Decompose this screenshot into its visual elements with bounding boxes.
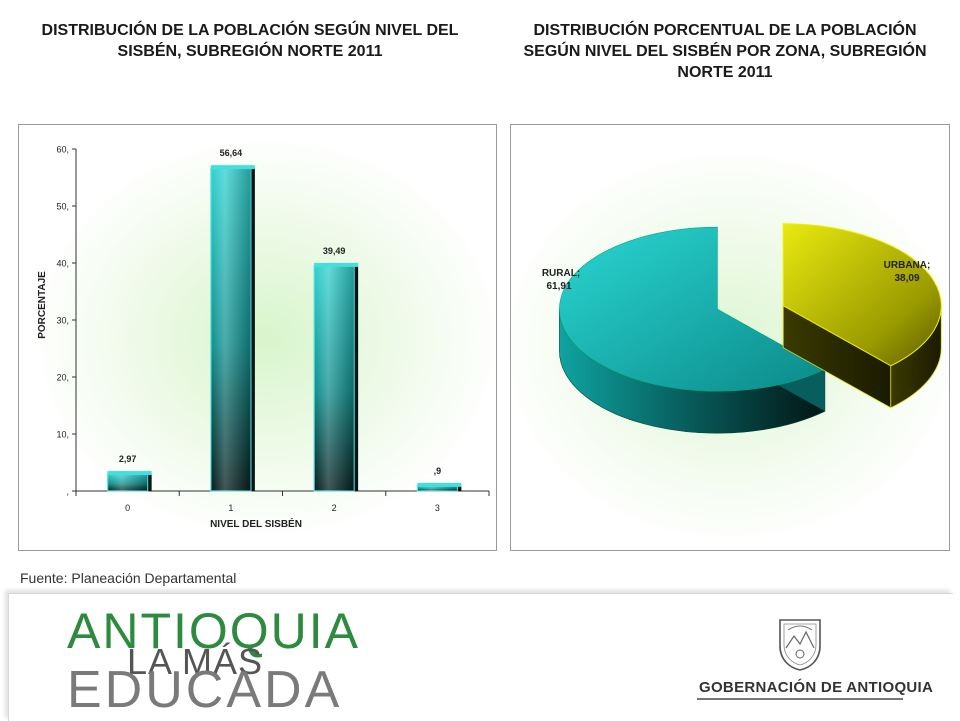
y-tick-label: 50,: [56, 202, 69, 212]
pie-chart-title: DISTRIBUCIÓN PORCENTUAL DE LA POBLACIÓN …: [523, 22, 927, 81]
y-tick-label: 40,: [56, 259, 69, 269]
y-tick-label: 30,: [56, 316, 69, 326]
bar-0: 2,97: [107, 454, 152, 492]
coat-of-arms-icon: [779, 619, 821, 671]
logo-text-la-mas: LA MÁS: [127, 641, 264, 682]
footer-banner: ANTIOQUIA LA MÁS EDUCADA GOBERNACIÓN DE …: [8, 593, 953, 721]
bar-top: [210, 165, 255, 170]
bar-2: 39,49: [313, 246, 359, 492]
x-tick-label: 2: [332, 503, 337, 513]
pie-slice-rural-top: [559, 226, 826, 392]
bar-chart: , 10, 20, 30, 40, 50, 60, 0 1 2 3 2,97 56,64 39,49 ,9…: [37, 145, 490, 530]
logo-text-educada: EDUCADA: [67, 661, 343, 719]
pie-slice-urbana: [782, 223, 942, 409]
bar-sheen: [210, 168, 251, 491]
y-tick-label: ,: [66, 487, 69, 497]
bar-chart-panel: , 10, 20, 30, 40, 50, 60, 0 1 2 3 2,97 56,64 39,49 ,9…: [18, 124, 497, 551]
bar-chart-title: DISTRIBUCIÓN DE LA POBLACIÓN SEGÚN NIVEL…: [41, 22, 459, 60]
pie-label-rural-value: 61,91: [546, 281, 571, 292]
pie-label-rural-name: RURAL;: [542, 268, 580, 279]
bar-data-label: 2,97: [119, 454, 137, 464]
bar-3: ,9: [416, 466, 462, 492]
y-tick-label: 20,: [56, 373, 69, 383]
pie-chart-panel: RURAL; 61,91 URBANA; 38,09: [510, 124, 950, 551]
bar-1: 56,64: [210, 148, 255, 492]
bar-data-label: ,9: [434, 466, 442, 476]
pie-label-urbana-value: 38,09: [894, 273, 919, 284]
bar-sheen: [314, 265, 355, 491]
x-tick-label: 0: [125, 503, 130, 513]
gobernacion-underline: [697, 698, 903, 700]
logo-text-antioquia: ANTIOQUIA: [67, 603, 361, 659]
y-axis-label: PORCENTAJE: [37, 271, 48, 339]
bar-top: [107, 471, 152, 476]
x-axis-label: NIVEL DEL SISBÉN: [210, 517, 302, 530]
bar-data-label: 39,49: [323, 246, 346, 256]
gobernacion-label: GOBERNACIÓN DE ANTIOQUIA: [699, 679, 934, 696]
y-tick-label: 10,: [56, 430, 69, 440]
bar-sheen: [107, 474, 148, 491]
bar-sheen: [417, 485, 458, 491]
pie-chart: RURAL; 61,91 URBANA; 38,09: [542, 223, 942, 434]
y-tick-label: 60,: [56, 145, 69, 155]
pie-label-urbana-name: URBANA;: [884, 260, 931, 271]
bar-data-label: 56,64: [220, 148, 243, 158]
bar-top: [314, 262, 359, 267]
x-tick-label: 1: [228, 503, 233, 513]
source-note: Fuente: Planeación Departamental: [20, 570, 237, 586]
bar-top: [417, 482, 462, 487]
pie-slice-rural: [559, 226, 826, 434]
pie-slice-urbana-top: [782, 223, 942, 367]
x-tick-label: 3: [435, 503, 440, 513]
